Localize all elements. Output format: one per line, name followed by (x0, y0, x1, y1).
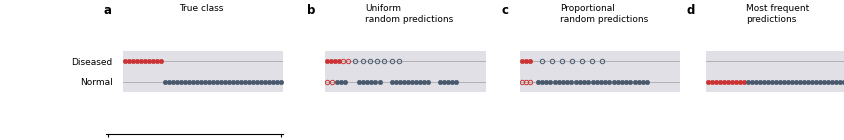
Text: Proportional
random predictions: Proportional random predictions (559, 4, 647, 24)
FancyBboxPatch shape (122, 51, 283, 92)
Text: Uniform
random predictions: Uniform random predictions (365, 4, 453, 24)
Text: a: a (104, 4, 111, 17)
Text: Most frequent
predictions: Most frequent predictions (745, 4, 808, 24)
Text: c: c (500, 4, 507, 17)
Text: d: d (686, 4, 695, 17)
FancyBboxPatch shape (705, 51, 844, 92)
Text: b: b (306, 4, 315, 17)
FancyBboxPatch shape (325, 51, 485, 92)
Text: True class: True class (178, 4, 223, 13)
FancyBboxPatch shape (519, 51, 679, 92)
